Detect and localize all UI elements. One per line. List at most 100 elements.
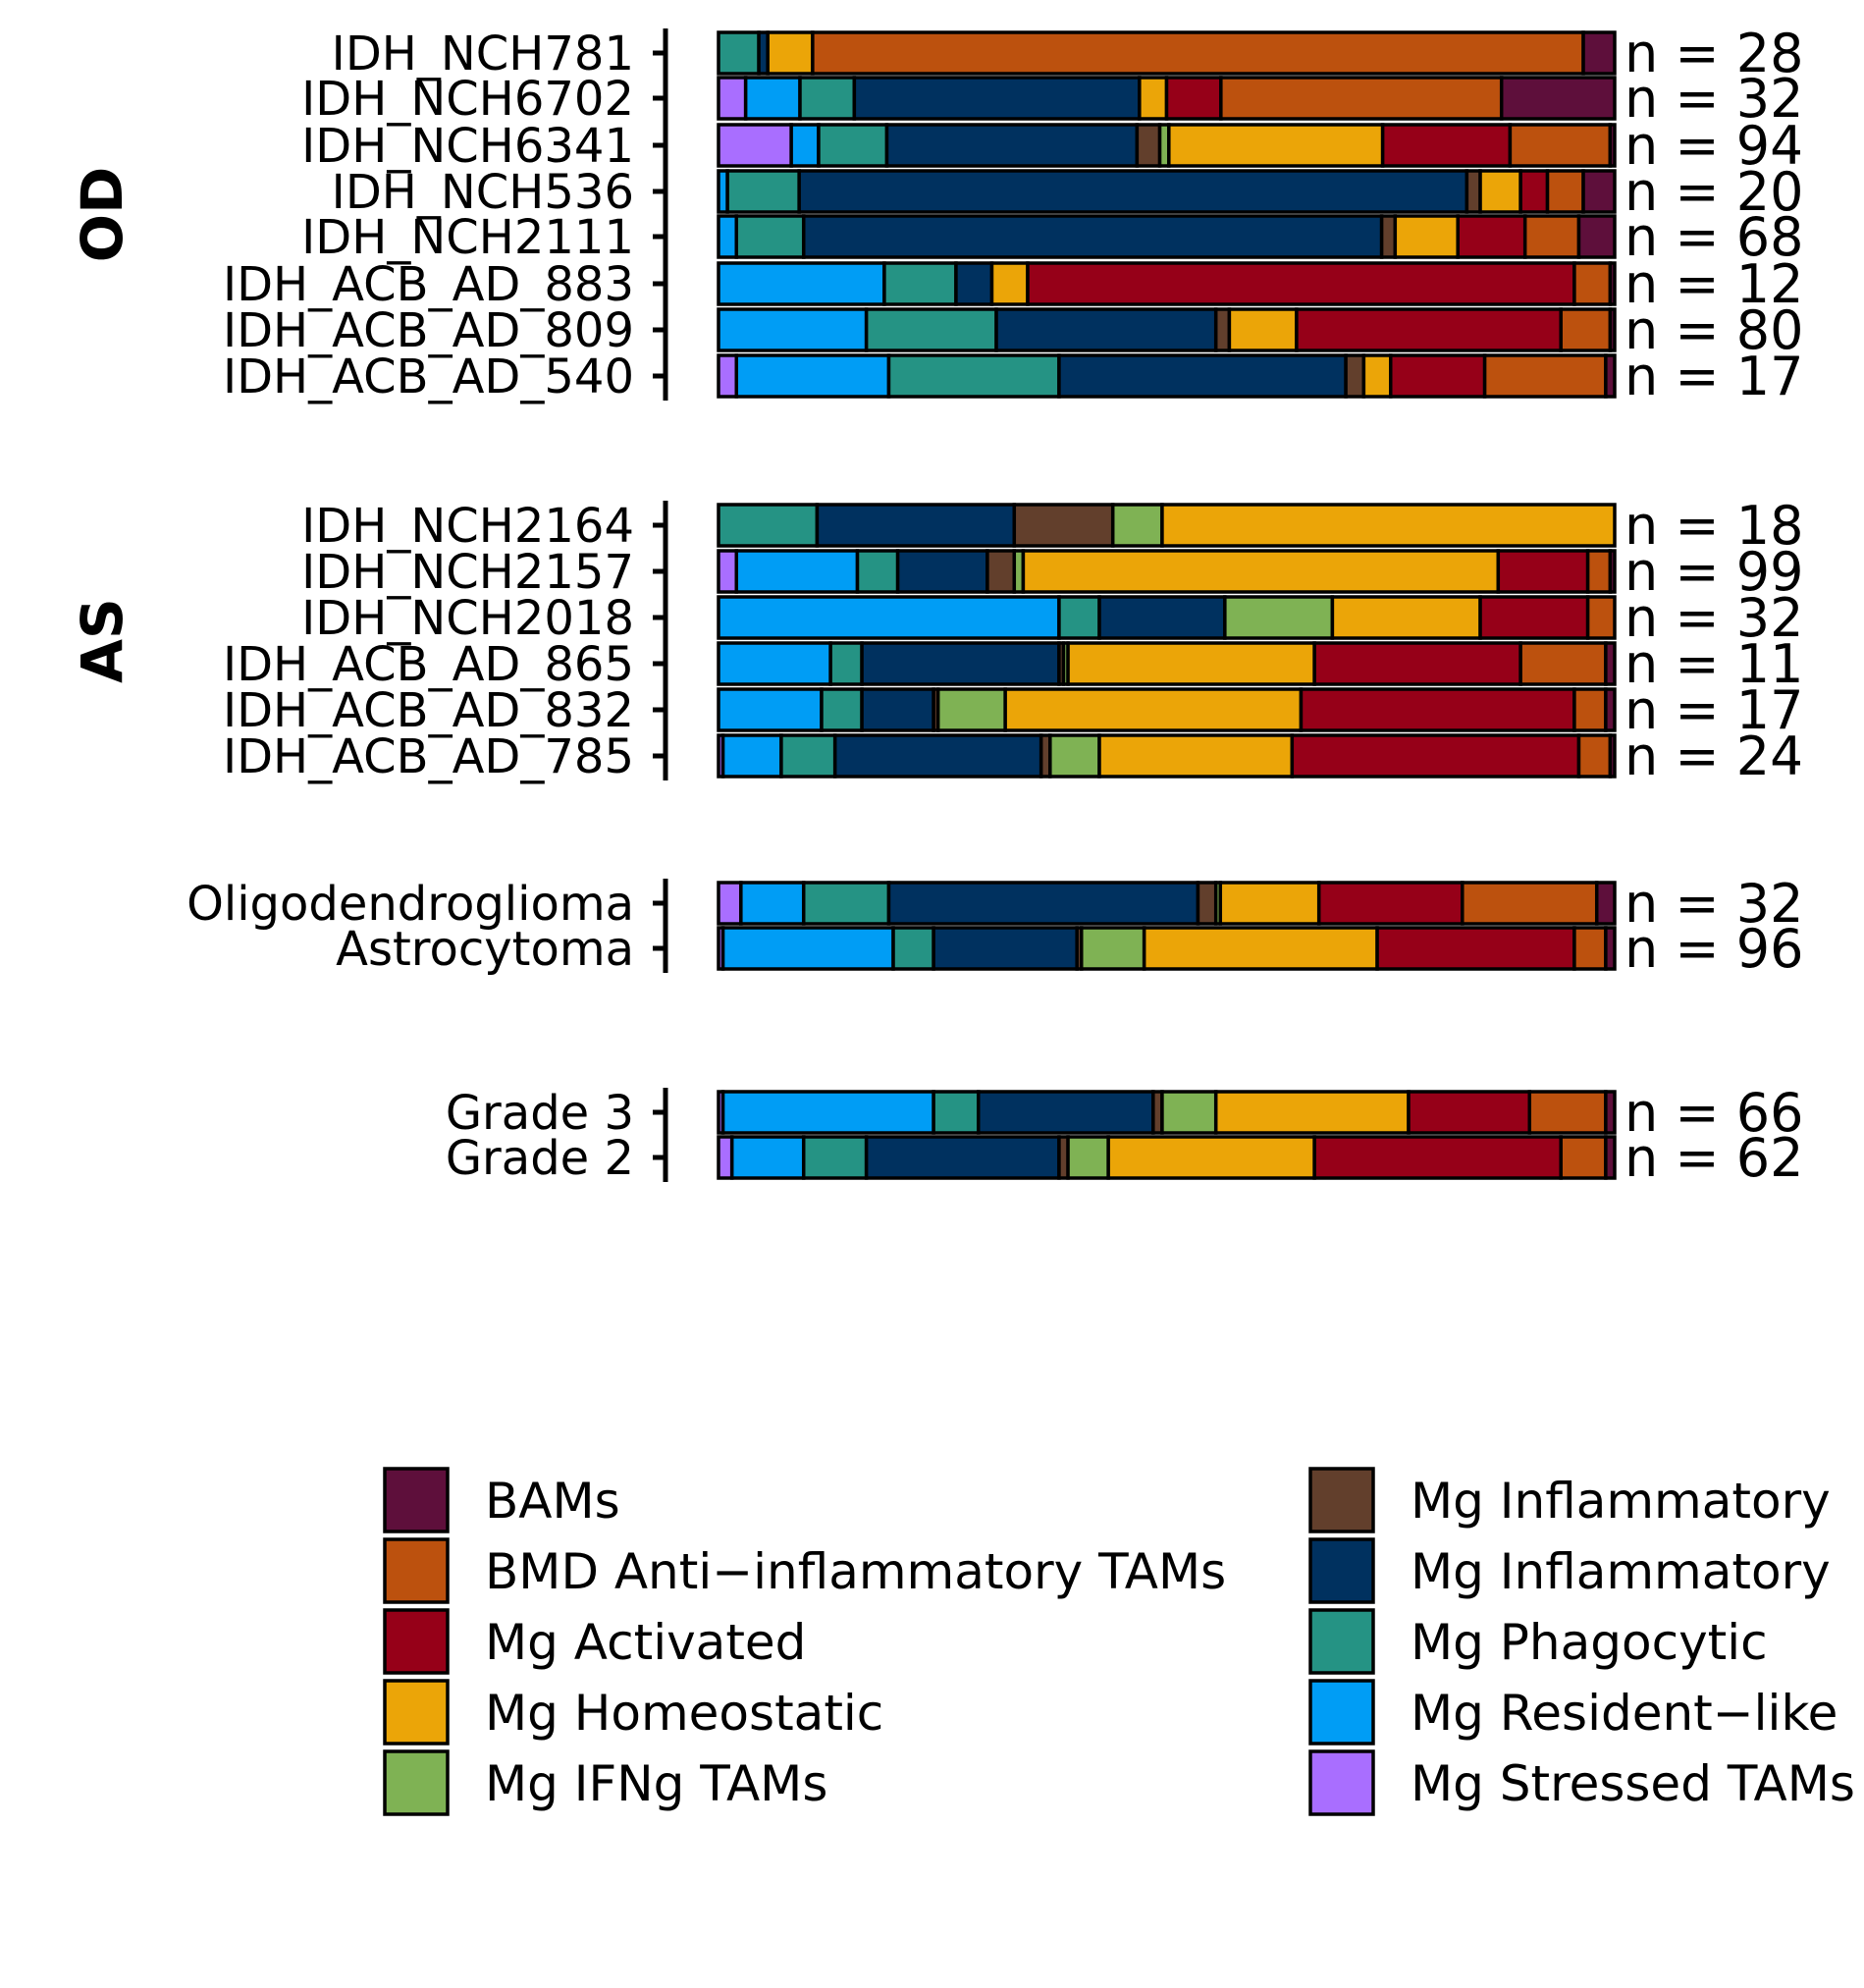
bar-segment [1380, 123, 1513, 168]
legend-item: BMD Anti−inflammatory TAMs [383, 1537, 1226, 1604]
row-label: IDH_ACB_AD_540 [223, 349, 634, 404]
bar-segment [884, 123, 1140, 168]
axis-layer: ODIDH_NCH781IDH_NCH6702IDH_NCH6341IDH_NC… [69, 27, 668, 1186]
bar-segment [954, 261, 994, 306]
bar-segment [1482, 353, 1608, 399]
legend-label: Mg IFNg TAMs [485, 1755, 827, 1812]
bar-segment [1213, 1090, 1411, 1135]
bar-segment [801, 881, 891, 926]
bar-segment [1097, 733, 1295, 779]
n-label: n = 17 [1624, 346, 1804, 407]
bar-segment [720, 926, 895, 971]
bar-segment [864, 307, 998, 352]
row-label: IDH_NCH536 [332, 165, 634, 220]
legend-swatch [383, 1679, 450, 1746]
bar-segment [798, 76, 857, 121]
n-label: n = 12 [1624, 253, 1804, 315]
bar-segment [1604, 641, 1617, 686]
bar-segment [1218, 881, 1321, 926]
row-label: Grade 3 [446, 1086, 634, 1141]
legend: BAMs BMD Anti−inflammatory TAMs Mg Activat… [383, 1467, 1855, 1816]
bar-segment [1312, 641, 1522, 686]
bar-segment [1164, 76, 1223, 121]
bar-segment [1375, 926, 1576, 971]
row-label: IDH_NCH6702 [301, 72, 634, 127]
n-label: n = 17 [1624, 679, 1804, 741]
legend-item: BAMs [383, 1467, 620, 1533]
bar-segment [860, 687, 935, 732]
legend-item: Mg Phagocytic [1308, 1608, 1768, 1675]
bar-segment [743, 76, 802, 121]
bar-segment [1461, 881, 1599, 926]
n-label: n = 24 [1624, 725, 1804, 787]
bar-segment [1026, 261, 1576, 306]
bar-layer [717, 30, 1617, 1180]
bar-segment [1219, 76, 1504, 121]
bar-segment [1522, 214, 1581, 259]
bar-segment [1508, 123, 1613, 168]
bar-segment [1576, 733, 1613, 779]
bar-segment [1572, 687, 1608, 732]
legend-label: Mg Activated [485, 1614, 806, 1671]
row-label: Astrocytoma [336, 922, 634, 977]
bar-segment [1389, 353, 1487, 399]
bar-segment [977, 1090, 1155, 1135]
bar-segment [1604, 1090, 1617, 1135]
bar-segment [820, 687, 864, 732]
bar-segment [1545, 169, 1585, 214]
bar-segment [1499, 76, 1617, 121]
bar-segment [1316, 881, 1465, 926]
bar-segment [1581, 30, 1617, 76]
bar-segment [1160, 503, 1617, 548]
n-label: n = 32 [1624, 587, 1804, 649]
bar-segment [1106, 1135, 1316, 1180]
row-label: Oligodendroglioma [186, 877, 634, 932]
row-label: Grade 2 [446, 1131, 634, 1186]
legend-label: Mg Homeostatic [485, 1685, 883, 1742]
bar-segment [734, 214, 806, 259]
bar-segment [1518, 641, 1608, 686]
legend-label: BMD Anti−inflammatory TAMs [485, 1543, 1226, 1600]
bar-segment [815, 503, 1017, 548]
legend-label: Mg Phagocytic [1411, 1614, 1768, 1671]
n-label: n = 32 [1624, 68, 1804, 130]
n-label: n = 68 [1624, 206, 1804, 268]
bar-segment [1160, 1090, 1218, 1135]
row-label: IDH_NCH6341 [301, 119, 634, 174]
n-count-layer: n = 28n = 32n = 94n = 20n = 68n = 12n = … [1624, 23, 1804, 1189]
bar-segment [1312, 1135, 1563, 1180]
bar-segment [717, 687, 824, 732]
legend-swatch [1308, 1608, 1375, 1675]
bar-segment [779, 733, 837, 779]
bar-segment [801, 214, 1384, 259]
legend-item: Mg Activated [383, 1608, 806, 1675]
bar-segment [1604, 926, 1617, 971]
bar-segment [1604, 353, 1617, 399]
n-label: n = 99 [1624, 541, 1804, 603]
row-label: IDH_NCH2111 [301, 210, 634, 265]
n-label: n = 80 [1624, 299, 1804, 361]
bar-segment [886, 881, 1200, 926]
bar-segment [1608, 307, 1617, 352]
bar-segment [932, 1090, 981, 1135]
bar-segment [1465, 169, 1482, 214]
bar-segment [1604, 687, 1617, 732]
bar-segment [1559, 307, 1613, 352]
bar-segment [717, 641, 832, 686]
bar-segment [1559, 1135, 1608, 1180]
bar-segment [855, 549, 900, 594]
bar-segment [886, 353, 1061, 399]
bar-segment [1361, 353, 1393, 399]
bar-segment [1196, 881, 1218, 926]
row-label: IDH_ACB_AD_865 [223, 637, 634, 692]
bar-segment [717, 261, 886, 306]
bar-segment [766, 30, 815, 76]
legend-swatch [383, 1608, 450, 1675]
bar-segment [1608, 549, 1617, 594]
bar-segment [852, 76, 1142, 121]
bar-segment [989, 261, 1030, 306]
bar-segment [994, 307, 1218, 352]
bar-segment [789, 123, 821, 168]
bar-segment [717, 76, 748, 121]
